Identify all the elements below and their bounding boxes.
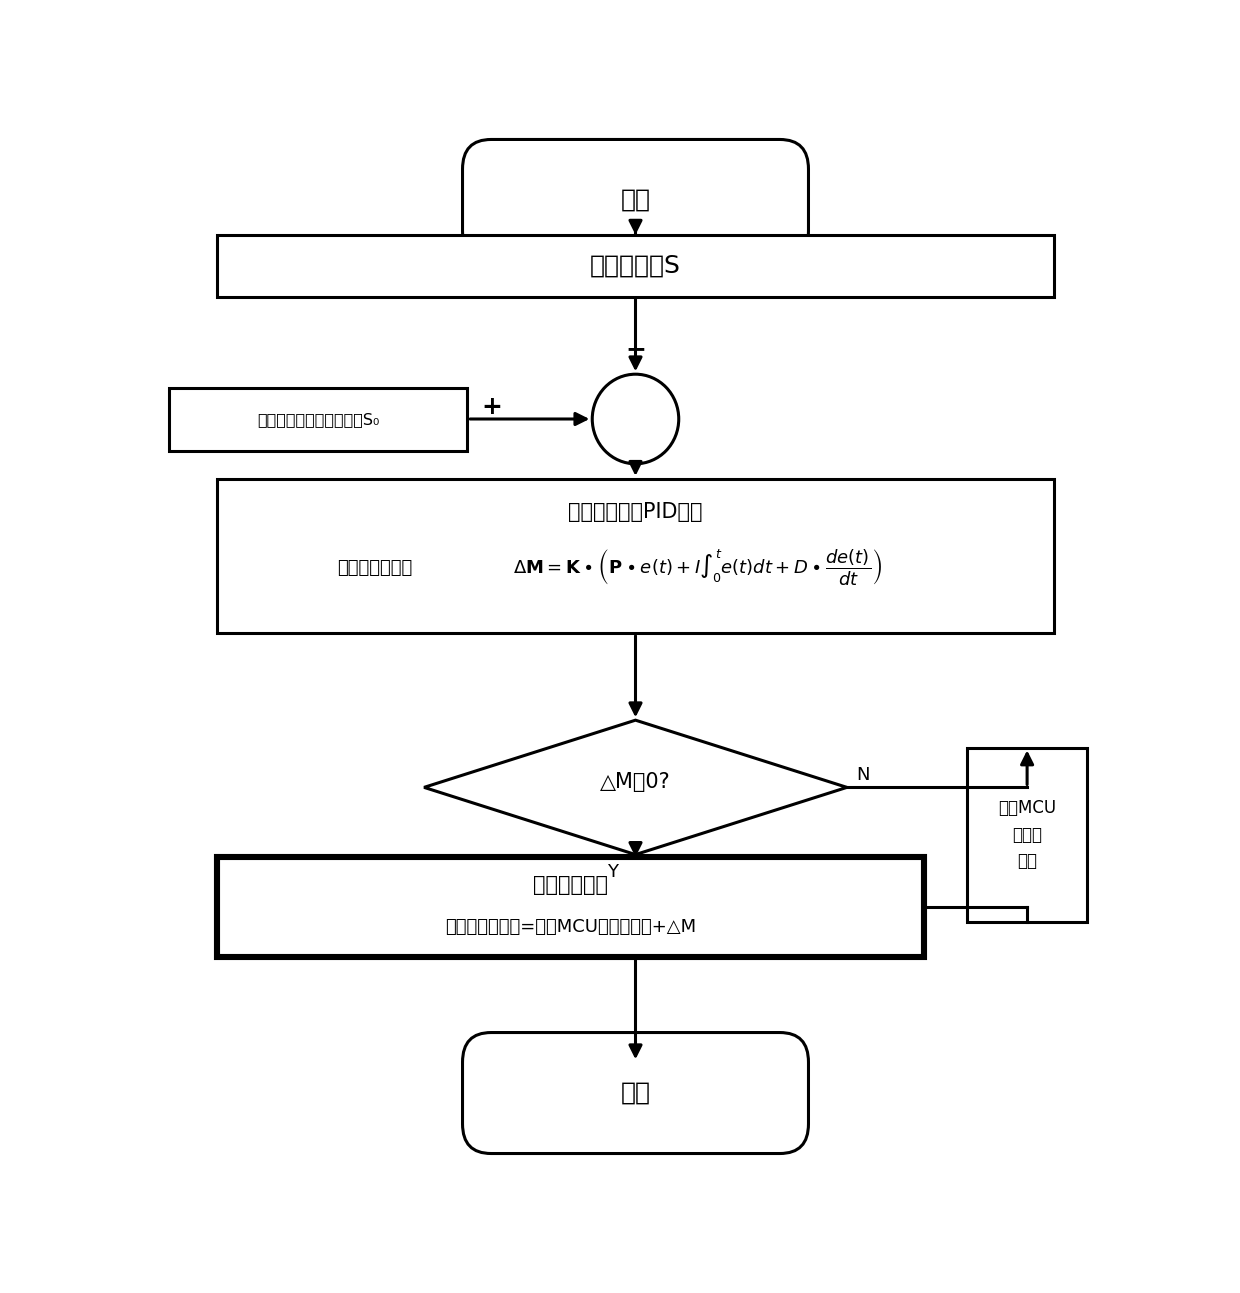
Text: +: + xyxy=(481,396,502,419)
Text: 驱动防滑扭矩值=当前MCU反馈扭矩值+△M: 驱动防滑扭矩值=当前MCU反馈扭矩值+△M xyxy=(445,918,696,936)
Text: 驱动扭矩变化量: 驱动扭矩变化量 xyxy=(337,559,413,577)
Circle shape xyxy=(593,374,678,464)
FancyBboxPatch shape xyxy=(463,1033,808,1153)
Bar xyxy=(217,235,1054,296)
Text: N: N xyxy=(857,767,870,785)
Text: 前轮滑移率S: 前轮滑移率S xyxy=(590,253,681,278)
Text: 开始: 开始 xyxy=(620,187,651,212)
Text: −: − xyxy=(625,337,646,361)
Bar xyxy=(217,478,1054,634)
Text: $\Delta \mathbf{M} = \mathbf{K}\bullet\left(\mathbf{P}\bullet e(t)+I\int_0^t e(t: $\Delta \mathbf{M} = \mathbf{K}\bullet\l… xyxy=(513,548,883,588)
Bar xyxy=(170,388,467,451)
Bar xyxy=(967,747,1087,922)
Text: 结束: 结束 xyxy=(620,1081,651,1106)
Text: 当前MCU
反馈扭
矩值: 当前MCU 反馈扭 矩值 xyxy=(998,799,1056,870)
Text: 驱动防滑开启: 驱动防滑开启 xyxy=(533,875,608,895)
FancyBboxPatch shape xyxy=(463,140,808,260)
Text: Y: Y xyxy=(608,864,619,882)
Text: 驱动防滑扭矩PID控制: 驱动防滑扭矩PID控制 xyxy=(568,502,703,521)
Bar xyxy=(217,857,924,957)
Text: 驱动防滑控制目标滑移率S₀: 驱动防滑控制目标滑移率S₀ xyxy=(257,412,379,427)
Text: △M＜0?: △M＜0? xyxy=(600,772,671,793)
Polygon shape xyxy=(424,720,847,855)
